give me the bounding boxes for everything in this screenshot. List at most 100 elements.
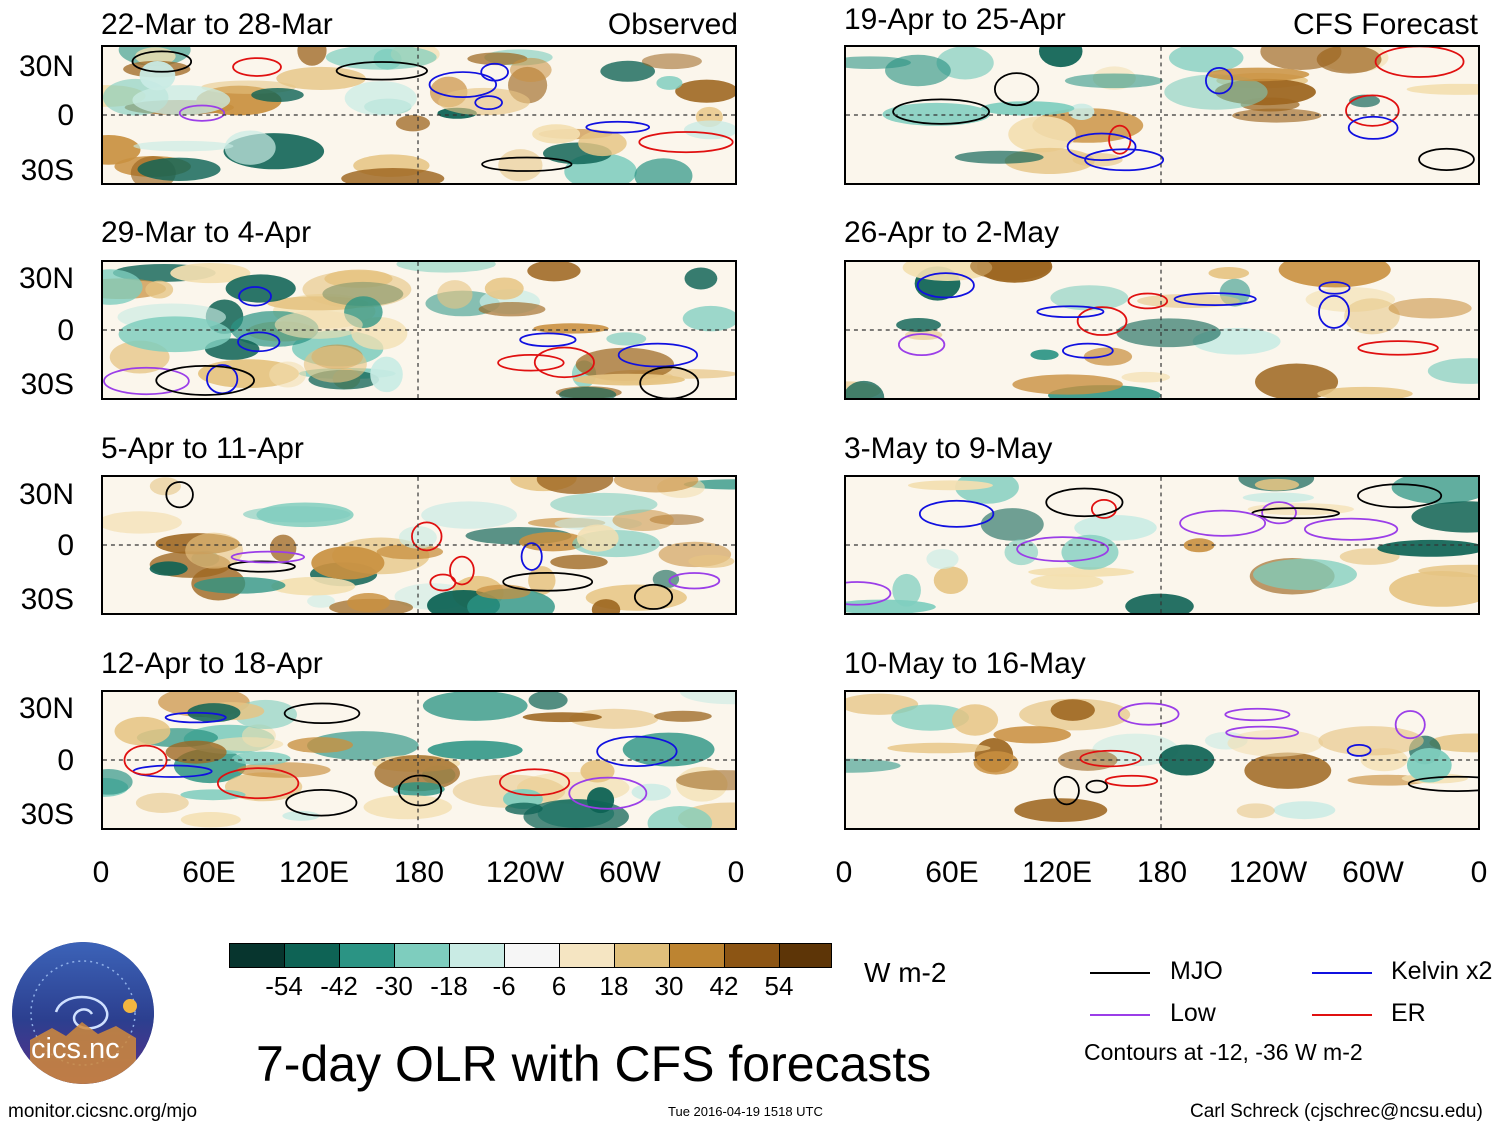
olr-anomaly-blob: [536, 477, 614, 494]
wave-contour: [397, 774, 443, 807]
lat-label-30s: 30S: [20, 798, 74, 831]
panel-title: 22-Mar to 28-Mar: [101, 8, 333, 41]
wave-contour: [520, 542, 543, 571]
wave-contour: [497, 353, 565, 372]
wave-contour: [633, 583, 674, 610]
wave-contour: [585, 120, 651, 134]
colorbar-cell: [724, 943, 780, 968]
wave-contour: [1173, 292, 1257, 307]
lat-label-30s: 30S: [20, 368, 74, 401]
wave-contour: [1407, 775, 1478, 792]
olr-anomaly-blob: [887, 742, 991, 754]
olr-anomaly-blob: [269, 361, 307, 388]
olr-anomaly-blob: [519, 531, 587, 552]
olr-anomaly-blob: [1121, 371, 1171, 383]
wave-contour: [1357, 483, 1443, 509]
olr-anomaly-blob: [926, 548, 959, 569]
olr-anomaly-blob: [993, 726, 1071, 744]
olr-anomaly-blob: [307, 594, 335, 608]
olr-anomaly-blob: [573, 373, 685, 386]
olr-anomaly-blob: [954, 150, 1044, 164]
wave-contour: [639, 366, 700, 398]
wave-contour: [237, 331, 281, 353]
lat-label-30s: 30S: [20, 583, 74, 616]
olr-anomaly-blob: [139, 60, 176, 91]
colorbar-label: 6: [551, 971, 567, 1001]
wave-contour: [1053, 775, 1080, 806]
wave-contour: [1224, 707, 1291, 722]
olr-anomaly-blob: [1388, 298, 1472, 319]
wave-contour: [1345, 94, 1400, 127]
wave-contour: [1418, 147, 1475, 171]
olr-anomaly-blob: [1318, 726, 1424, 756]
olr-anomaly-blob: [1236, 803, 1275, 819]
olr-anomaly-blob: [241, 724, 276, 748]
olr-anomaly-blob: [885, 54, 951, 87]
legend-line-kelvin: [1312, 972, 1372, 974]
olr-anomaly-blob: [980, 101, 1075, 116]
map-canvas: [103, 262, 735, 398]
legend-label-kelvin: Kelvin x2: [1391, 957, 1493, 985]
olr-anomaly-blob: [344, 81, 417, 116]
lat-label-30n: 30N: [18, 262, 74, 295]
olr-anomaly-blob: [118, 316, 232, 353]
olr-anomaly-blob: [612, 509, 674, 532]
wave-contour: [449, 555, 475, 586]
olr-anomaly-blob: [509, 57, 552, 82]
wave-contour: [1318, 281, 1351, 295]
wave-contour: [1225, 725, 1300, 740]
wave-contour: [1016, 536, 1110, 563]
olr-anomaly-blob: [1083, 347, 1133, 366]
olr-anomaly-blob: [282, 810, 320, 821]
olr-anomaly-blob: [1254, 478, 1300, 491]
footer-url: monitor.cicsnc.org/mjo: [8, 1101, 198, 1122]
olr-anomaly-blob: [103, 135, 141, 165]
map-canvas: [103, 47, 735, 183]
colorbar-label: 42: [709, 971, 739, 1001]
legend-label-er: ER: [1391, 999, 1426, 1027]
lat-label-0: 0: [57, 529, 74, 562]
olr-anomaly-blob: [1406, 747, 1452, 783]
olr-anomaly-blob: [376, 544, 444, 560]
olr-anomaly-blob: [478, 302, 546, 317]
olr-anomaly-blob: [1125, 593, 1194, 613]
lon-label: 0: [835, 856, 853, 889]
olr-anomaly-blob: [575, 347, 675, 381]
panel-title: 10-May to 16-May: [844, 647, 1086, 680]
olr-anomaly-blob: [970, 262, 1051, 281]
olr-anomaly-blob: [363, 794, 452, 820]
olr-anomaly-blob: [973, 751, 1019, 775]
olr-anomaly-blob: [656, 75, 683, 90]
olr-map: [844, 690, 1480, 830]
wave-contour: [668, 572, 721, 590]
olr-anomaly-blob: [236, 762, 331, 778]
wave-contour: [1304, 517, 1399, 541]
olr-anomaly-blob: [908, 480, 993, 491]
olr-anomaly-blob: [680, 692, 735, 705]
olr-anomaly-blob: [185, 532, 244, 569]
lat-label-30n: 30N: [18, 50, 74, 83]
olr-anomaly-blob: [1068, 103, 1095, 120]
olr-map: [101, 45, 737, 185]
lon-label: 60E: [182, 856, 236, 889]
olr-anomaly-blob: [550, 554, 608, 570]
panel-title: 26-Apr to 2-May: [844, 216, 1060, 249]
olr-anomaly-blob: [1389, 571, 1478, 607]
panel-title: 3-May to 9-May: [844, 432, 1053, 465]
olr-anomaly-blob: [1317, 386, 1413, 398]
lon-label: 120W: [1228, 856, 1308, 889]
olr-anomaly-blob: [676, 770, 735, 791]
olr-anomaly-blob: [103, 511, 182, 534]
wave-contour: [155, 364, 255, 396]
wave-contour: [164, 711, 227, 724]
olr-anomaly-blob: [1158, 744, 1215, 776]
map-canvas: [846, 262, 1478, 398]
olr-anomaly-blob: [569, 708, 659, 729]
colorbar-label: 54: [764, 971, 794, 1001]
olr-anomaly-blob: [437, 280, 473, 309]
olr-anomaly-blob: [613, 477, 699, 493]
olr-anomaly-blob: [683, 120, 735, 140]
olr-anomaly-blob: [550, 492, 658, 516]
olr-anomaly-blob: [137, 157, 221, 181]
lon-label: 180: [393, 856, 445, 889]
